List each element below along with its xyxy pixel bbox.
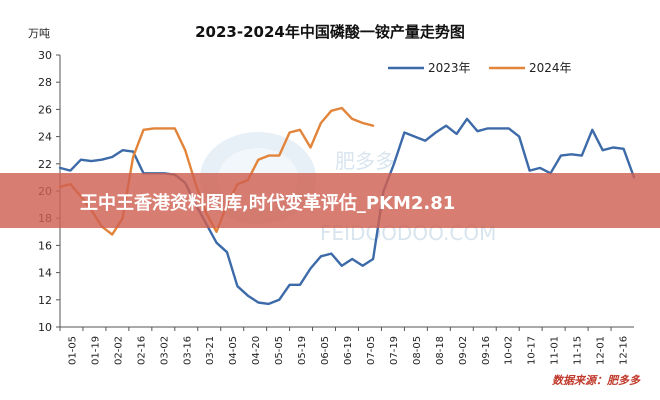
y-axis-unit: 万吨 [28,27,50,40]
x-tick-label: 03-16 [182,336,193,365]
x-tick-label: 09-16 [481,336,492,365]
y-tick-label: 14 [38,267,52,280]
y-tick-label: 24 [38,131,52,144]
x-tick-label: 11-15 [573,336,584,365]
watermark-brand: 肥多多 [335,149,395,173]
x-tick-label: 12-01 [596,336,607,365]
axes: 101214161820222426283001-0501-1902-0202-… [38,49,634,365]
x-tick-label: 05-05 [274,336,285,365]
series-line-2 [58,106,375,236]
x-tick-label: 05-19 [297,336,308,365]
x-tick-label: 06-19 [343,336,354,365]
x-tick-label: 06-05 [320,336,331,365]
y-tick-label: 26 [38,103,52,116]
y-tick-label: 10 [38,321,52,334]
x-tick-label: 07-19 [389,336,400,365]
x-tick-label: 01-19 [90,336,101,365]
x-tick-label: 02-16 [136,336,147,365]
x-tick-label: 10-02 [504,336,515,365]
y-tick-label: 22 [38,158,52,171]
legend: 2023年 2024年 [388,61,572,75]
legend-label-2: 2024年 [529,61,572,75]
source-annotation: 数据来源：肥多多 [552,374,641,387]
x-tick-label: 01-05 [67,336,78,365]
overlay-banner: 王中王香港资料图库,时代变革评估_PKM2.81 [0,173,660,228]
x-tick-label: 03-21 [205,336,216,365]
x-tick-label: 03-02 [159,336,170,365]
legend-label-1: 2023年 [428,61,471,75]
x-tick-label: 12-16 [619,336,630,365]
x-tick-label: 08-18 [435,336,446,365]
x-tick-label: 02-02 [113,336,124,365]
x-tick-label: 04-05 [228,336,239,365]
x-tick-label: 07-05 [366,336,377,365]
y-tick-label: 30 [38,49,52,62]
y-tick-label: 28 [38,76,52,89]
x-tick-label: 09-02 [458,336,469,365]
banner-text: 王中王香港资料图库,时代变革评估_PKM2.81 [80,193,456,214]
y-tick-label: 12 [38,294,52,307]
x-tick-label: 04-20 [251,336,262,365]
x-tick-label: 11-01 [550,336,561,365]
chart-title: 2023-2024年中国磷酸一铵产量走势图 [195,23,465,41]
y-tick-label: 16 [38,239,52,252]
x-tick-label: 10-17 [527,336,538,365]
x-tick-label: 08-05 [412,336,423,365]
